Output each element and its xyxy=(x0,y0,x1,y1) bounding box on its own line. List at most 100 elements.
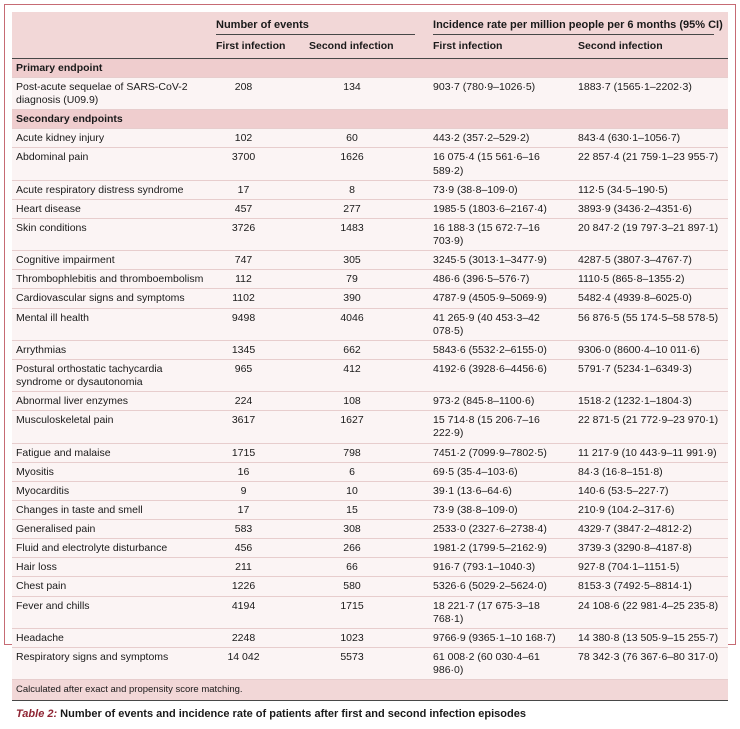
table-row: Headache 2248 1023 9766·9 (9365·1–10 168·7)… xyxy=(12,627,728,648)
rate-first-infection-value: 2533·0 (2327·6–2738·4) xyxy=(429,518,575,539)
rate-second-infection-value: 84·3 (16·8–151·8) xyxy=(574,461,728,482)
table-row: Skin conditions 3726 1483 16 188·3 (15 672·… xyxy=(12,217,728,251)
table-footnote: Calculated after exact and propensity sc… xyxy=(12,679,728,702)
section-title: Secondary endpoints xyxy=(12,109,728,129)
rate-first-infection-value: 4192·6 (3928·6–4456·6) xyxy=(429,358,575,392)
table-row: Arrythmias 1345 662 5843·6 (5532·2–6155·0) 9… xyxy=(12,339,728,360)
table-figure: Number of events Incidence rate per mill… xyxy=(4,4,736,729)
rate-second-infection-value: 1110·5 (865·8–1355·2) xyxy=(574,269,728,289)
section-header-row: Secondary endpoints xyxy=(12,109,728,129)
rate-first-infection-value: 61 008·2 (60 030·4–61 986·0) xyxy=(429,646,575,680)
col-header-rate-second-infection: Second infection xyxy=(574,35,728,59)
rate-first-infection-value: 39·1 (13·6–64·6) xyxy=(429,480,575,501)
events-second-infection-value: 798 xyxy=(305,442,430,463)
rate-first-infection-value: 73·9 (38·8–109·0) xyxy=(429,179,575,200)
rate-second-infection-value: 927·8 (704·1–1151·5) xyxy=(574,557,728,577)
table-caption-label: Table 2: xyxy=(16,708,58,721)
rate-second-infection-value: 5791·7 (5234·1–6349·3) xyxy=(574,358,728,392)
rate-second-infection-value: 9306·0 (8600·4–10 011·6) xyxy=(574,339,728,360)
row-label: Myocarditis xyxy=(12,480,212,501)
rate-second-infection-value: 3893·9 (3436·2–4351·6) xyxy=(574,198,728,219)
rate-first-infection-value: 486·6 (396·5–576·7) xyxy=(429,269,575,289)
rate-second-infection-value: 22 871·5 (21 772·9–23 970·1) xyxy=(574,410,728,443)
rate-second-infection-value: 843·4 (630·1–1056·7) xyxy=(574,128,728,148)
row-label: Abdominal pain xyxy=(12,147,212,181)
row-label: Mental ill health xyxy=(12,307,212,341)
events-first-infection-value: 102 xyxy=(212,128,305,148)
table-row: Heart disease 457 277 1985·5 (1803·6–2167·4… xyxy=(12,198,728,219)
rate-first-infection-value: 5843·6 (5532·2–6155·0) xyxy=(429,339,575,360)
rate-first-infection-value: 4787·9 (4505·9–5069·9) xyxy=(429,288,575,308)
rate-first-infection-value: 1981·2 (1799·5–2162·9) xyxy=(429,538,575,558)
col-header-events-second-infection: Second infection xyxy=(305,35,430,59)
events-second-infection-value: 15 xyxy=(305,499,430,520)
table-row: Myocarditis 9 10 39·1 (13·6–64·6) 140·6 (53·… xyxy=(12,480,728,501)
events-first-infection-value: 211 xyxy=(212,557,305,577)
rate-first-infection-value: 973·2 (845·8–1100·6) xyxy=(429,391,575,411)
rate-second-infection-value: 24 108·6 (22 981·4–25 235·8) xyxy=(574,595,728,629)
row-label: Fluid and electrolyte disturbance xyxy=(12,538,212,558)
table-row: Myositis 16 6 69·5 (35·4–103·6) 84·3 (16·8–1… xyxy=(12,461,728,482)
table-row: Chest pain 1226 580 5326·6 (5029·2–5624·0) 8… xyxy=(12,576,728,596)
events-first-infection-value: 4194 xyxy=(212,595,305,629)
events-first-infection-value: 9498 xyxy=(212,307,305,341)
events-second-infection-value: 1483 xyxy=(305,217,430,251)
rate-first-infection-value: 18 221·7 (17 675·3–18 768·1) xyxy=(429,595,575,629)
events-second-infection-value: 5573 xyxy=(305,646,430,680)
table-row: Abnormal liver enzymes 224 108 973·2 (845·8… xyxy=(12,391,728,411)
col-group-number-of-events: Number of events xyxy=(212,12,430,35)
table-row: Cognitive impairment 747 305 3245·5 (3013·1… xyxy=(12,250,728,270)
empty-corner-cell xyxy=(12,35,212,59)
events-first-infection-value: 1345 xyxy=(212,339,305,360)
row-label: Postural orthostatic tachycardia syndrom… xyxy=(12,358,212,392)
table-header: Number of events Incidence rate per mill… xyxy=(12,12,728,59)
table-row: Postural orthostatic tachycardia syndrom… xyxy=(12,358,728,392)
rate-first-infection-value: 5326·6 (5029·2–5624·0) xyxy=(429,576,575,596)
rate-second-infection-value: 1518·2 (1232·1–1804·3) xyxy=(574,391,728,411)
rate-second-infection-value: 4329·7 (3847·2–4812·2) xyxy=(574,518,728,539)
column-subheader-row: First infection Second infection First i… xyxy=(12,35,728,59)
rate-second-infection-value: 14 380·8 (13 505·9–15 255·7) xyxy=(574,627,728,648)
row-label: Abnormal liver enzymes xyxy=(12,391,212,411)
events-first-infection-value: 208 xyxy=(212,76,305,110)
rate-second-infection-value: 3739·3 (3290·8–4187·8) xyxy=(574,538,728,558)
events-first-infection-value: 224 xyxy=(212,391,305,411)
row-label: Acute respiratory distress syndrome xyxy=(12,179,212,200)
events-second-infection-value: 662 xyxy=(305,339,430,360)
events-first-infection-value: 17 xyxy=(212,499,305,520)
rate-first-infection-value: 69·5 (35·4–103·6) xyxy=(429,461,575,482)
rate-second-infection-value: 20 847·2 (19 797·3–21 897·1) xyxy=(574,217,728,251)
row-label: Thrombophlebitis and thromboembolism xyxy=(12,269,212,289)
events-second-infection-value: 6 xyxy=(305,461,430,482)
table-row: Abdominal pain 3700 1626 16 075·4 (15 561·6… xyxy=(12,147,728,181)
events-second-infection-value: 4046 xyxy=(305,307,430,341)
col-group-incidence-rate-label: Incidence rate per million people per 6 … xyxy=(433,19,723,35)
row-label: Myositis xyxy=(12,461,212,482)
rate-second-infection-value: 112·5 (34·5–190·5) xyxy=(574,179,728,200)
table-row: Mental ill health 9498 4046 41 265·9 (40 45… xyxy=(12,307,728,341)
events-second-infection-value: 66 xyxy=(305,557,430,577)
rate-first-infection-value: 9766·9 (9365·1–10 168·7) xyxy=(429,627,575,648)
table-footer: Calculated after exact and propensity sc… xyxy=(12,679,728,702)
table-row: Fatigue and malaise 1715 798 7451·2 (7099·9… xyxy=(12,442,728,463)
table-row: Cardiovascular signs and symptoms 1102 390… xyxy=(12,288,728,308)
events-first-infection-value: 456 xyxy=(212,538,305,558)
events-second-infection-value: 412 xyxy=(305,358,430,392)
row-label: Cognitive impairment xyxy=(12,250,212,270)
table-row: Post-acute sequelae of SARS-CoV-2 diagno… xyxy=(12,76,728,110)
table-row: Fever and chills 4194 1715 18 221·7 (17 675… xyxy=(12,595,728,629)
col-group-number-of-events-label: Number of events xyxy=(216,19,416,35)
rate-first-infection-value: 1985·5 (1803·6–2167·4) xyxy=(429,198,575,219)
rate-first-infection-value: 15 714·8 (15 206·7–16 222·9) xyxy=(429,410,575,443)
rate-first-infection-value: 916·7 (793·1–1040·3) xyxy=(429,557,575,577)
events-second-infection-value: 8 xyxy=(305,179,430,200)
row-label: Post-acute sequelae of SARS-CoV-2 diagno… xyxy=(12,76,212,110)
events-second-infection-value: 1627 xyxy=(305,410,430,443)
events-first-infection-value: 112 xyxy=(212,269,305,289)
row-label: Fever and chills xyxy=(12,595,212,629)
events-second-infection-value: 266 xyxy=(305,538,430,558)
row-label: Acute kidney injury xyxy=(12,128,212,148)
rate-second-infection-value: 11 217·9 (10 443·9–11 991·9) xyxy=(574,442,728,463)
row-label: Heart disease xyxy=(12,198,212,219)
events-second-infection-value: 580 xyxy=(305,576,430,596)
